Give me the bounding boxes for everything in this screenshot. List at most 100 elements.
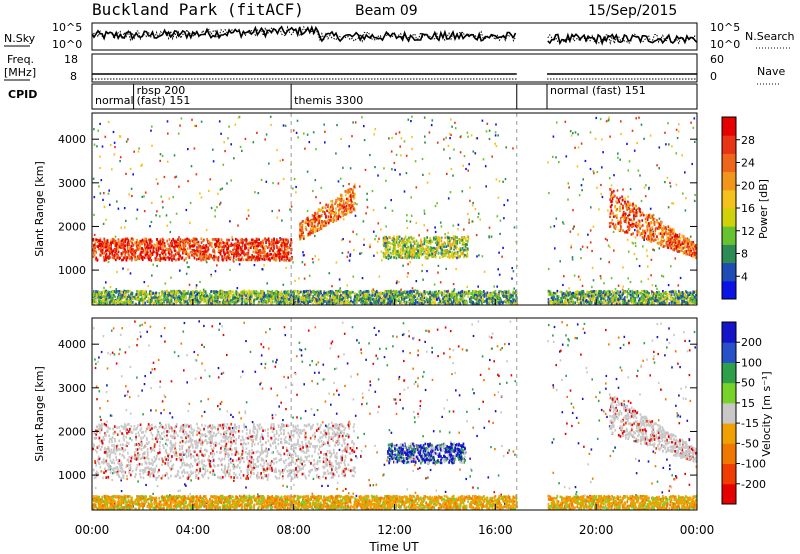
scatter-cell xyxy=(308,274,311,277)
scatter-cell xyxy=(220,132,222,135)
scatter-cell xyxy=(149,225,151,228)
data-cell xyxy=(670,246,673,250)
data-cell xyxy=(133,249,136,253)
data-cell xyxy=(603,292,606,296)
scatter-cell xyxy=(280,241,282,244)
scatter-cell xyxy=(679,276,682,280)
scatter-cell xyxy=(396,280,398,283)
data-cell xyxy=(307,218,309,222)
scatter-cell xyxy=(463,155,466,158)
data-cell xyxy=(126,246,129,250)
scatter-cell xyxy=(589,229,592,232)
data-cell xyxy=(189,251,192,254)
data-cell xyxy=(174,253,177,256)
scatter-cell xyxy=(577,146,580,149)
scatter-cell xyxy=(314,234,316,238)
data-cell xyxy=(105,252,108,256)
data-cell xyxy=(276,246,278,249)
scatter-cell xyxy=(277,182,280,185)
scatter-cell xyxy=(265,180,268,183)
scatter-cell xyxy=(358,185,361,188)
data-cell xyxy=(148,254,150,257)
data-cell xyxy=(207,241,210,245)
data-cell xyxy=(322,210,324,213)
data-cell xyxy=(346,211,349,215)
data-cell xyxy=(324,212,326,216)
data-cell xyxy=(452,242,455,246)
data-cell xyxy=(339,215,342,219)
data-cell xyxy=(419,246,421,250)
data-cell xyxy=(410,256,413,260)
data-cell xyxy=(99,243,101,247)
scatter-cell xyxy=(449,157,451,160)
data-cell xyxy=(326,293,329,296)
data-cell xyxy=(268,241,270,244)
data-cell xyxy=(411,237,413,241)
data-cell xyxy=(162,252,164,255)
scatter-cell xyxy=(373,230,375,233)
data-cell xyxy=(139,256,142,259)
data-cell xyxy=(200,291,203,295)
data-cell xyxy=(616,196,618,200)
data-cell xyxy=(430,253,432,257)
scatter-cell xyxy=(457,228,459,231)
data-cell xyxy=(670,243,673,247)
scatter-cell xyxy=(497,196,500,199)
scatter-cell xyxy=(633,149,636,152)
data-cell xyxy=(299,233,301,237)
scatter-cell xyxy=(93,143,96,146)
data-cell xyxy=(121,252,124,255)
data-cell xyxy=(264,252,266,255)
data-cell xyxy=(321,293,324,297)
scatter-cell xyxy=(229,220,231,223)
data-cell xyxy=(646,236,649,240)
data-cell xyxy=(193,242,195,245)
scatter-cell xyxy=(170,276,172,279)
scatter-cell xyxy=(406,214,408,217)
data-cell xyxy=(130,258,133,262)
data-cell xyxy=(631,222,634,226)
scatter-cell xyxy=(656,287,658,290)
scatter-cell xyxy=(643,137,645,140)
data-cell xyxy=(674,297,676,301)
data-cell xyxy=(461,299,463,302)
scatter-cell xyxy=(488,137,491,141)
scatter-cell xyxy=(661,274,663,277)
scatter-cell xyxy=(462,164,464,167)
scatter-cell xyxy=(155,178,158,181)
data-cell xyxy=(689,240,692,244)
data-cell xyxy=(414,242,417,245)
data-cell xyxy=(410,244,413,247)
data-cell xyxy=(437,252,440,255)
data-cell xyxy=(401,247,404,250)
data-cell xyxy=(397,237,399,241)
scatter-cell xyxy=(298,277,300,280)
scatter-cell xyxy=(617,152,619,155)
data-cell xyxy=(340,212,343,215)
data-cell xyxy=(418,245,420,249)
data-cell xyxy=(677,243,679,247)
scatter-cell xyxy=(172,196,174,199)
data-cell xyxy=(222,248,225,252)
scatter-cell xyxy=(642,245,644,248)
data-cell xyxy=(300,229,302,232)
data-cell xyxy=(406,247,409,251)
scatter-cell xyxy=(180,117,183,120)
scatter-cell xyxy=(411,135,413,139)
data-cell xyxy=(183,295,186,298)
scatter-cell xyxy=(440,225,443,228)
scatter-cell xyxy=(229,268,231,271)
data-cell xyxy=(656,235,658,238)
data-cell xyxy=(168,244,171,248)
scatter-cell xyxy=(568,186,570,189)
data-cell xyxy=(312,295,314,298)
data-cell xyxy=(384,242,386,245)
data-cell xyxy=(636,233,639,237)
data-cell xyxy=(624,219,627,222)
data-cell xyxy=(430,302,433,305)
data-cell xyxy=(270,291,273,294)
scatter-cell xyxy=(131,194,133,198)
data-cell xyxy=(277,241,279,244)
data-cell xyxy=(269,247,272,251)
